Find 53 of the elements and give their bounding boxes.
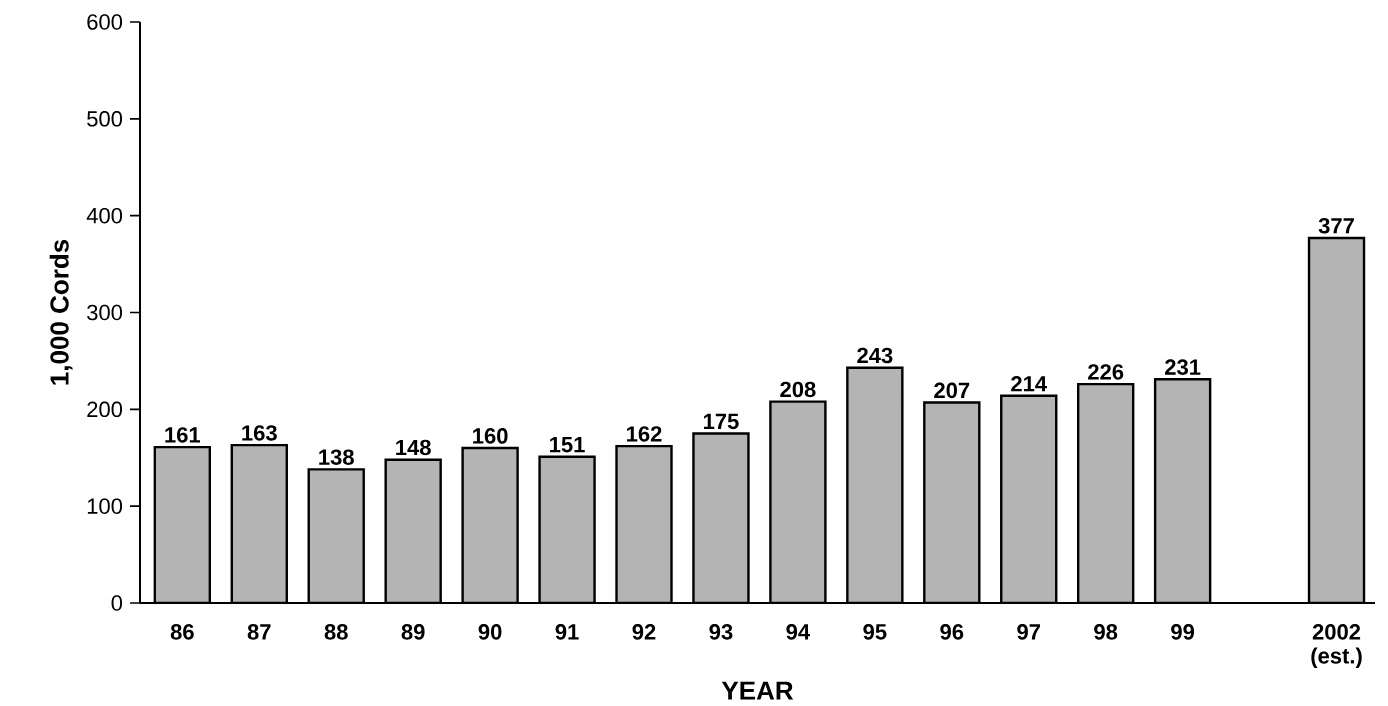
bar [692,432,750,603]
y-tick-label: 0 [111,595,123,611]
x-tick-label: 91 [555,623,579,640]
y-tick-label: 200 [87,401,123,417]
x-tick-label: 90 [478,623,502,640]
x-tick-label: 99 [1171,623,1195,640]
data-label: 162 [627,426,662,442]
bar [1000,394,1058,603]
data-label: 163 [242,425,277,441]
x-tick-label: 98 [1094,623,1118,640]
x-tick-label: 96 [940,623,964,640]
bar [923,401,981,603]
y-tick-label: 100 [87,498,123,514]
bar [846,366,904,603]
data-label: 207 [934,382,970,399]
x-tick-label: 87 [247,623,271,640]
y-tick-label: 300 [87,304,123,321]
bar [538,455,596,603]
data-label: 148 [396,439,431,456]
data-label: 208 [780,381,816,398]
data-label: 226 [1088,364,1124,380]
x-tick-label: 92 [632,623,656,640]
y-tick-label: 600 [87,14,123,30]
data-label: 161 [165,427,201,443]
data-label: 151 [550,436,585,453]
x-tick-label: 94 [786,623,810,640]
x-tick-label: 97 [1017,623,1040,640]
bar [153,445,212,603]
data-label: 175 [703,413,739,430]
bar [461,446,519,603]
bar [384,458,442,603]
y-axis-title: 1,000 Cords [49,239,73,385]
bar [1076,382,1135,603]
bar [1307,236,1366,603]
bar [615,444,673,603]
data-label: 160 [473,427,508,444]
x-tick-label: 89 [401,623,425,640]
y-tick-label: 400 [86,207,123,224]
x-tick-label: 93 [709,623,733,640]
data-label: 377 [1318,217,1354,234]
x-tick-label: 86 [170,623,194,640]
bar [769,400,827,603]
x-axis-title: YEAR [721,681,794,700]
y-tick-label: 500 [87,110,123,127]
x-tick-label: 88 [324,623,348,640]
bar [230,443,288,603]
data-label: 214 [1011,375,1047,392]
data-label: 138 [319,449,354,465]
bar [307,468,365,603]
data-label: 243 [857,347,893,364]
x-tick-label: 95 [863,623,887,640]
data-label: 231 [1165,359,1201,375]
x-tick-label: 2002 (est.) [1311,623,1362,668]
